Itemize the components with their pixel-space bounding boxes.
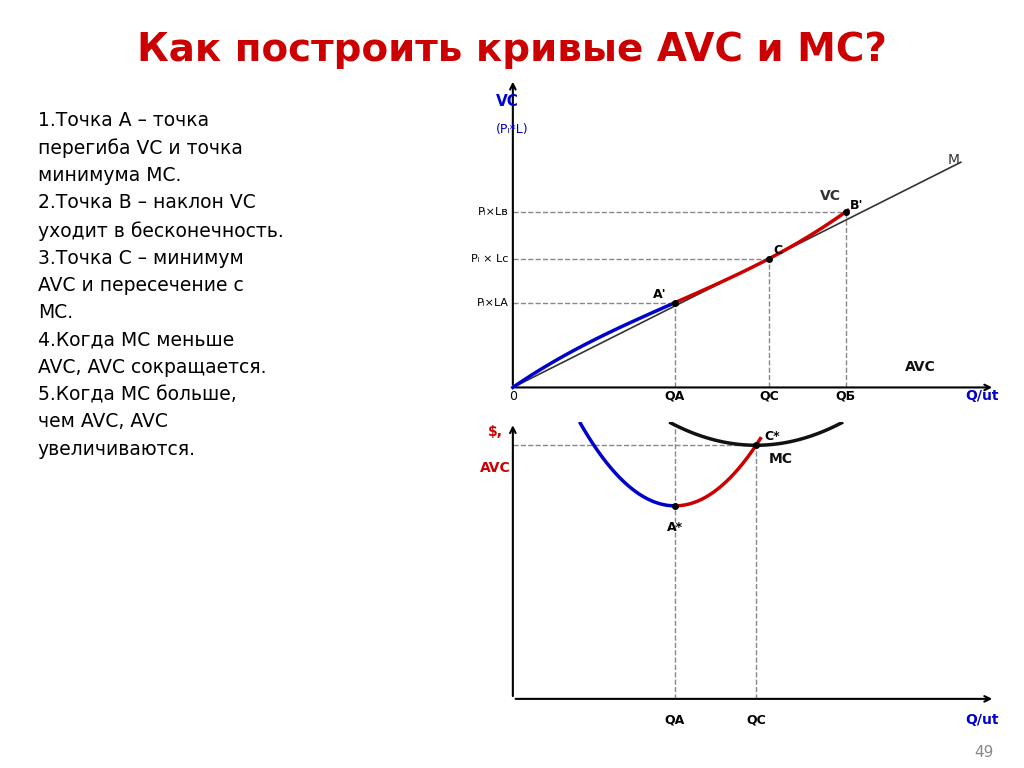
Text: VC: VC [496, 94, 519, 108]
Text: $,: $, [488, 425, 503, 439]
Text: Pₗ×Lʙ: Pₗ×Lʙ [478, 207, 509, 217]
Text: C*: C* [765, 430, 780, 442]
Text: 1.Точка A – точка
перегиба VC и точка
минимума МС.
2.Точка B – наклон VC
уходит : 1.Точка A – точка перегиба VC и точка ми… [38, 111, 284, 458]
Text: B': B' [850, 200, 863, 213]
Text: AVC: AVC [480, 461, 511, 475]
Text: AVC: AVC [905, 360, 936, 374]
Text: QА: QА [665, 389, 685, 402]
Text: 0: 0 [509, 389, 517, 402]
Text: A': A' [653, 288, 667, 301]
Text: Q/ut: Q/ut [966, 389, 999, 402]
Text: Pₗ × Lᴄ: Pₗ × Lᴄ [471, 253, 509, 263]
Text: (Pₗ*L): (Pₗ*L) [496, 123, 528, 136]
Text: Как построить кривые AVC и MC?: Как построить кривые AVC и MC? [137, 31, 887, 68]
Text: QБ: QБ [836, 389, 856, 402]
Text: C: C [773, 244, 782, 257]
Text: QС: QС [759, 389, 778, 402]
Text: 49: 49 [974, 745, 993, 760]
Text: MC: MC [769, 452, 793, 465]
Text: QА: QА [665, 713, 685, 727]
Text: A*: A* [667, 521, 683, 534]
Text: Pₗ×LА: Pₗ×LА [477, 298, 509, 308]
Text: Q/ut: Q/ut [966, 713, 999, 727]
Text: QС: QС [746, 713, 766, 727]
Text: VC: VC [820, 189, 841, 203]
Text: M: M [948, 153, 961, 167]
